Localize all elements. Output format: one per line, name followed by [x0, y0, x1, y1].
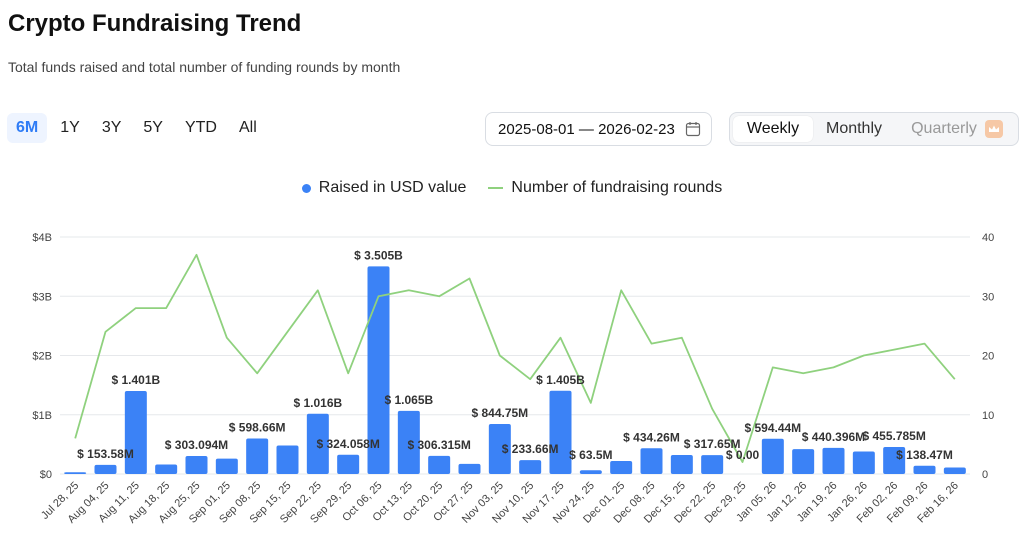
bar: [397, 410, 420, 474]
bar-data-label: $ 434.26M: [623, 430, 680, 444]
y-left-tick-label: $2B: [32, 351, 52, 363]
y-right-tick-label: 20: [982, 351, 994, 363]
bar: [792, 449, 815, 474]
y-left-tick-label: $3B: [32, 291, 52, 303]
bar: [883, 446, 906, 474]
legend-label-rounds: Number of fundraising rounds: [511, 179, 723, 196]
line-series: [74, 253, 956, 464]
bar: [579, 470, 602, 474]
legend-line-marker: [488, 187, 504, 189]
bar: [822, 447, 845, 474]
chart-legend: Raised in USD value Number of fundraisin…: [0, 179, 1024, 197]
bar-data-label: $ 440.396M: [802, 430, 865, 444]
bar-data-label: $ 3.505B: [354, 248, 403, 262]
period-monthly-button[interactable]: Monthly: [825, 120, 883, 137]
bar: [549, 390, 572, 474]
bar-data-label: $ 455.785M: [862, 429, 925, 443]
bar-data-label: $ 594.44M: [744, 421, 801, 435]
y-left-tick-label: $0: [40, 469, 52, 481]
bar: [913, 465, 936, 474]
bar-data-label: $ 1.405B: [536, 373, 585, 387]
bar-data-label: $ 233.66M: [502, 442, 559, 456]
y-right-tick-label: 0: [982, 469, 988, 481]
y-left-tick-label: $1B: [32, 410, 52, 422]
legend-item-raised[interactable]: Raised in USD value: [301, 179, 467, 197]
bar-data-label: $ 598.66M: [229, 421, 286, 435]
bar: [852, 451, 875, 474]
period-quarterly-button[interactable]: Quarterly: [911, 120, 977, 137]
bar: [761, 438, 784, 474]
bar-series: [64, 266, 966, 474]
bar: [124, 390, 147, 474]
bar: [246, 438, 269, 474]
range-tab-all[interactable]: All: [238, 119, 257, 136]
bar: [185, 456, 208, 474]
page-subtitle: Total funds raised and total number of f…: [8, 59, 401, 75]
y-axis-right: 0 10 20 30 40: [982, 232, 994, 481]
bar: [367, 266, 390, 474]
legend-item-rounds[interactable]: Number of fundraising rounds: [488, 179, 722, 197]
bar: [64, 472, 87, 474]
bar: [276, 445, 299, 474]
bar-data-label: $ 317.65M: [684, 437, 741, 451]
bar-data-label: $ 303.094M: [165, 438, 228, 452]
bar: [488, 423, 511, 474]
date-range-picker[interactable]: 2025-08-01 — 2026-02-23: [485, 112, 712, 146]
bar: [215, 458, 238, 474]
bar-data-label: $ 0.00: [726, 448, 760, 462]
bar-data-label: $ 153.58M: [77, 447, 134, 461]
bar: [458, 463, 481, 474]
crown-icon: [985, 120, 1003, 138]
range-tab-3y[interactable]: 3Y: [101, 119, 122, 136]
legend-bar-marker: [301, 183, 311, 193]
y-axis-left: $0 $1B $2B $3B $4B: [32, 232, 52, 481]
bar-data-label: $ 324.058M: [316, 437, 379, 451]
range-tab-5y[interactable]: 5Y: [143, 119, 163, 136]
date-range-value: 2025-08-01 — 2026-02-23: [498, 120, 675, 138]
y-right-tick-label: 40: [982, 232, 994, 244]
y-right-tick-label: 10: [982, 410, 994, 422]
bar: [155, 464, 178, 474]
period-weekly-button[interactable]: Weekly: [733, 116, 813, 142]
bar: [519, 460, 542, 474]
y-right-tick-label: 30: [982, 291, 994, 303]
bar: [428, 455, 451, 474]
bar-data-label: $ 1.065B: [384, 393, 433, 407]
bar-data-label: $ 138.47M: [896, 448, 953, 462]
rounds-line: [74, 253, 956, 464]
bar-data-label: $ 1.016B: [293, 396, 342, 410]
range-tab-ytd[interactable]: YTD: [184, 119, 217, 136]
time-range-tabs: 6M 1Y 3Y 5Y YTD All: [7, 113, 266, 143]
bar-data-label: $ 1.401B: [111, 373, 160, 387]
bar: [610, 460, 633, 474]
bar: [337, 454, 360, 474]
range-tab-6m[interactable]: 6M: [7, 113, 48, 143]
bar-data-label: $ 63.5M: [569, 448, 612, 462]
range-tab-1y[interactable]: 1Y: [60, 119, 80, 136]
bar-data-label: $ 306.315M: [407, 438, 470, 452]
chart-grid: [60, 236, 970, 475]
bar: [943, 467, 966, 474]
bar: [640, 448, 663, 474]
calendar-icon: [685, 121, 701, 141]
legend-label-raised: Raised in USD value: [318, 179, 467, 196]
bar: [306, 413, 329, 474]
period-toggle: Weekly Monthly Quarterly: [729, 112, 1019, 146]
bar: [701, 455, 724, 474]
bar-data-label: $ 844.75M: [471, 406, 528, 420]
bar: [670, 455, 693, 474]
page-title: Crypto Fundraising Trend: [8, 10, 302, 37]
y-left-tick-label: $4B: [32, 232, 52, 244]
bar-labels: $ 153.58M $ 1.401B $ 303.094M$ 598.66M $ 1.…: [77, 248, 953, 462]
bar: [94, 464, 117, 474]
